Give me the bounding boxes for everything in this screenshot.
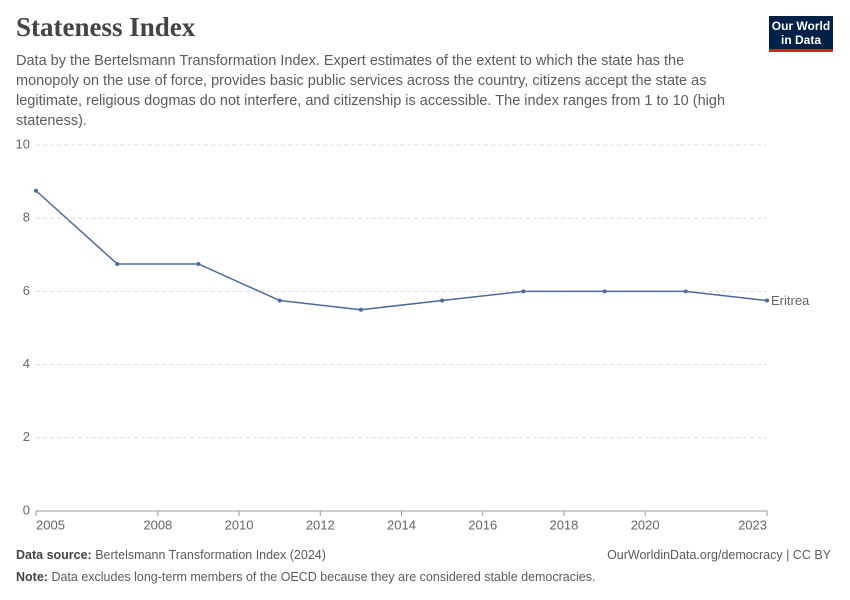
point: [277, 298, 282, 303]
point: [602, 289, 607, 294]
source-text: Bertelsmann Transformation Index (2024): [95, 548, 326, 562]
point: [115, 261, 120, 266]
point: [196, 261, 201, 266]
point: [683, 289, 688, 294]
x-tick-label: 2012: [306, 517, 335, 532]
series-label: Eritrea: [771, 293, 810, 308]
x-tick-label: 2023: [738, 517, 767, 532]
logo[interactable]: Our World in Data: [769, 16, 833, 52]
point: [440, 298, 445, 303]
y-tick-label: 4: [23, 356, 30, 371]
point: [34, 188, 38, 193]
y-tick-label: 0: [23, 502, 30, 517]
chart-title: Stateness Index: [16, 12, 196, 42]
y-tick-label: 6: [23, 283, 30, 298]
x-tick-label: 2005: [36, 517, 65, 532]
point: [765, 298, 769, 303]
note: Note: Data excludes long-term members of…: [16, 570, 595, 584]
logo-text: Our World: [771, 19, 831, 33]
logo-text: in Data: [780, 33, 821, 47]
y-tick-label: 2: [23, 429, 30, 444]
x-tick-label: 2010: [225, 517, 254, 532]
source: Data source: Bertelsmann Transformation …: [16, 548, 326, 562]
x-tick-label: 2018: [549, 517, 578, 532]
point: [521, 289, 526, 294]
chart-subtitle: Data by the Bertelsmann Transformation I…: [16, 53, 726, 129]
point: [358, 307, 363, 312]
x-tick-label: 2008: [143, 517, 172, 532]
x-tick-label: 2016: [468, 517, 497, 532]
source-label: Data source:: [16, 548, 92, 562]
url[interactable]: OurWorldinData.org/democracy | CC BY: [607, 548, 831, 562]
x-tick-label: 2014: [387, 517, 416, 532]
line: [35, 190, 768, 311]
y-tick-label: 10: [16, 136, 30, 151]
x-tick-label: 2020: [631, 517, 660, 532]
note-text: Data excludes long-term members of the O…: [51, 570, 596, 584]
y-tick-label: 8: [23, 210, 30, 225]
note-label: Note:: [16, 570, 48, 584]
